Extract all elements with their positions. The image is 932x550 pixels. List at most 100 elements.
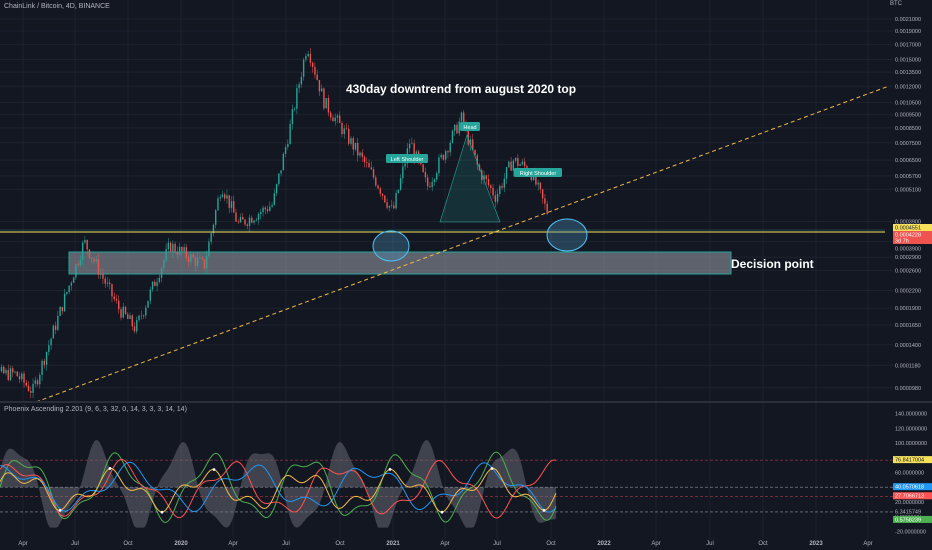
support-circle-right	[546, 218, 588, 252]
osc-tag-box	[893, 492, 932, 500]
chart-grid	[0, 0, 893, 540]
osc-tick-label: 100.0000000	[895, 441, 927, 447]
candle-body	[339, 115, 341, 123]
candle-body	[34, 380, 37, 384]
candle-body	[397, 189, 400, 194]
candle-body	[25, 382, 27, 386]
symbol-title[interactable]: ChainLink / Bitcoin, 4D, BINANCE	[4, 3, 110, 10]
candle-body	[368, 162, 370, 168]
candle-body	[257, 214, 260, 220]
candle-body	[199, 257, 201, 259]
candle-body	[59, 306, 61, 316]
candle-body	[287, 143, 289, 148]
osc-tag-label: 27.7066713	[895, 494, 924, 500]
candle-body	[271, 204, 273, 207]
price-tick-label: 0.0013500	[895, 70, 921, 76]
candle-body	[442, 154, 445, 160]
label-left-shoulder-text: Left Shoulder	[391, 157, 424, 163]
price-tick-label: 0.0002600	[895, 268, 921, 274]
candle-body	[357, 142, 359, 156]
candle-body	[149, 289, 152, 301]
candle-body	[178, 246, 181, 255]
candle-body	[278, 173, 280, 185]
candle-body	[95, 259, 97, 262]
candle-body	[348, 128, 350, 144]
candle-body	[90, 257, 93, 260]
candle-body	[388, 205, 391, 208]
candle-body	[131, 315, 133, 327]
candle-body	[210, 233, 212, 242]
candle-body	[282, 153, 285, 171]
candle-body	[196, 258, 199, 266]
candle-body	[546, 203, 548, 214]
price-tick-label: 0.0001650	[895, 323, 921, 329]
time-tick-label: Oct	[758, 541, 768, 547]
price-tag-label: 0.0004551	[895, 226, 921, 232]
candle-body	[327, 98, 330, 113]
candle-body	[221, 194, 224, 198]
time-tick-label: 2020	[174, 541, 188, 547]
indicator-title[interactable]: Phoenix Ascending 2.201 (9, 6, 3, 32, 0,…	[4, 406, 187, 413]
candle-body	[262, 207, 264, 213]
time-tick-label: 2022	[597, 541, 611, 547]
candle-body	[325, 98, 327, 109]
time-tick-label: Apr	[651, 541, 660, 547]
candle-body	[160, 267, 163, 278]
candle-body	[217, 198, 219, 211]
candle-body	[402, 166, 404, 179]
price-tag-box	[893, 224, 932, 231]
decision-zone	[68, 251, 732, 275]
candle-body	[460, 112, 463, 122]
candle-body	[372, 169, 375, 178]
candle-body	[111, 284, 113, 297]
candle-body	[469, 139, 472, 145]
candle-body	[332, 117, 334, 122]
candle-body	[57, 315, 59, 330]
candle-body	[359, 152, 361, 156]
candle-body	[481, 170, 483, 180]
decision-point-annotation: Decision point	[731, 257, 814, 271]
price-candles	[0, 48, 548, 399]
candle-body	[451, 130, 454, 143]
candle-body	[248, 217, 251, 226]
candle-body	[433, 179, 436, 183]
osc-marker-dot	[490, 467, 494, 470]
candle-body	[52, 325, 55, 339]
candle-body	[456, 124, 458, 134]
candle-body	[208, 241, 210, 257]
candle-body	[72, 277, 75, 283]
candle-body	[16, 371, 18, 377]
candle-body	[341, 122, 343, 135]
candle-body	[106, 282, 109, 284]
candle-body	[435, 173, 438, 180]
candle-body	[300, 76, 303, 85]
candle-body	[320, 88, 323, 92]
osc-tick-label: 120.0000000	[895, 426, 927, 432]
candle-body	[510, 161, 512, 171]
headline-annotation: 430day downtrend from august 2020 top	[346, 82, 576, 96]
candle-body	[361, 152, 363, 157]
candle-body	[115, 299, 118, 301]
candle-body	[260, 212, 262, 215]
candle-body	[535, 172, 537, 185]
candle-body	[127, 314, 129, 319]
candle-body	[273, 193, 276, 205]
candle-body	[422, 164, 424, 173]
candle-body	[172, 243, 174, 252]
price-tick-label: 0.0002900	[895, 255, 921, 261]
osc-marker-dot	[542, 508, 546, 512]
price-tick-label: 0.0008500	[895, 126, 921, 132]
price-tag-box	[893, 245, 932, 252]
candle-body	[316, 74, 318, 81]
candle-body	[169, 242, 172, 252]
candle-body	[75, 263, 77, 278]
candle-body	[336, 115, 339, 118]
candle-body	[187, 257, 190, 262]
time-tick-label: Jul	[282, 541, 290, 547]
price-tick-label: 0.0009500	[895, 112, 921, 118]
candle-body	[314, 66, 316, 75]
candle-body	[165, 249, 167, 261]
price-tick-label: 0.0006500	[895, 158, 921, 164]
candle-body	[426, 177, 429, 187]
candle-body	[124, 306, 127, 315]
